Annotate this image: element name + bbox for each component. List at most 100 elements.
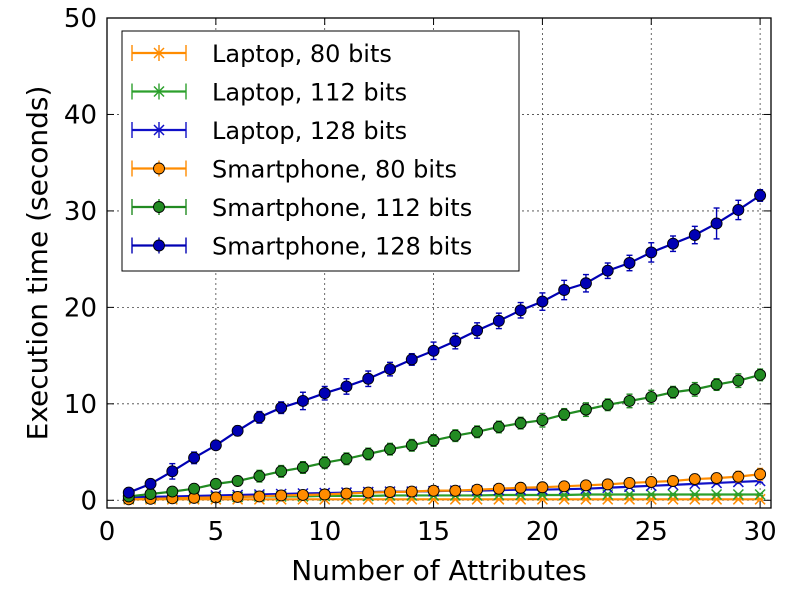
data-point — [340, 380, 353, 393]
data-point — [253, 470, 266, 483]
legend-label: Laptop, 128 bits — [212, 117, 407, 145]
y-tick-label: 30 — [64, 197, 97, 227]
data-point — [754, 189, 767, 202]
data-point-stroke-b — [580, 493, 592, 505]
legend-marker-stroke-b — [153, 47, 165, 59]
data-point — [536, 295, 549, 308]
legend-entry-1: Laptop, 80 bits — [131, 40, 392, 68]
x-tick-label: 25 — [635, 517, 668, 547]
data-point — [623, 394, 636, 407]
legend-entry-2: Laptop, 112 bits — [131, 79, 407, 107]
x-tick-label: 0 — [99, 517, 116, 547]
data-point — [732, 488, 744, 501]
data-point — [645, 476, 658, 488]
data-point — [645, 391, 658, 404]
data-point — [275, 465, 288, 478]
data-point — [492, 421, 505, 433]
legend-marker — [153, 162, 165, 175]
plot-frame — [106, 17, 772, 509]
data-point-stroke-b — [754, 488, 766, 501]
data-point — [231, 424, 244, 437]
data-point — [405, 439, 418, 452]
data-point — [231, 475, 244, 487]
series-layer — [122, 188, 767, 506]
data-point — [602, 493, 614, 505]
data-point-stroke-b — [732, 488, 744, 501]
data-point-stroke-b — [645, 488, 657, 501]
data-point — [754, 468, 767, 481]
legend-label: Smartphone, 112 bits — [212, 194, 472, 222]
data-point — [688, 229, 701, 241]
data-point — [645, 493, 657, 505]
data-point — [318, 456, 331, 469]
data-point — [689, 488, 701, 501]
data-point — [296, 461, 309, 474]
data-point — [536, 414, 549, 427]
data-point — [209, 439, 222, 452]
data-point — [732, 374, 745, 387]
data-point — [689, 493, 701, 505]
series-5 — [122, 368, 767, 503]
data-point-stroke-b — [689, 488, 701, 501]
data-point — [427, 484, 440, 497]
data-point — [253, 411, 266, 424]
data-point — [601, 478, 614, 491]
legend-label: Laptop, 80 bits — [212, 40, 392, 68]
series-6 — [122, 188, 767, 499]
data-point — [275, 401, 288, 414]
legend-box — [121, 30, 520, 272]
data-point-stroke-b — [711, 493, 723, 505]
data-point — [449, 484, 462, 497]
data-point — [710, 217, 723, 230]
data-point — [732, 470, 745, 483]
legend-marker-stroke-b — [153, 85, 165, 98]
data-point — [362, 448, 375, 460]
data-point — [492, 314, 505, 327]
y-tick-label: 20 — [64, 293, 97, 323]
data-point — [384, 363, 396, 376]
data-point — [558, 408, 571, 421]
series-4 — [122, 467, 767, 506]
data-point — [601, 398, 614, 411]
data-point — [231, 490, 244, 503]
data-point — [667, 386, 679, 399]
data-point — [471, 324, 484, 337]
data-point — [754, 493, 766, 505]
data-point — [623, 476, 636, 489]
data-point — [449, 429, 462, 442]
data-point — [688, 473, 701, 486]
data-point — [667, 488, 679, 501]
data-point-stroke-b — [711, 488, 723, 501]
x-tick-label: 5 — [208, 517, 225, 547]
data-point — [732, 493, 744, 505]
data-point — [580, 277, 592, 290]
data-point — [601, 264, 614, 277]
data-point — [558, 284, 571, 296]
legend: Laptop, 80 bits Laptop, 112 bits Laptop, 1… — [121, 30, 520, 272]
data-point — [340, 487, 353, 500]
data-point — [688, 383, 701, 396]
y-tick-label: 50 — [64, 4, 97, 34]
data-point — [209, 477, 222, 490]
x-tick-label: 15 — [417, 517, 450, 547]
data-point — [645, 488, 657, 501]
data-point — [536, 481, 549, 494]
legend-marker — [153, 201, 165, 213]
legend-entry-4: Smartphone, 80 bits — [131, 156, 457, 184]
data-point — [667, 493, 679, 505]
data-point — [667, 475, 679, 487]
data-point — [711, 488, 723, 501]
data-point — [340, 452, 353, 465]
x-tick-label: 20 — [526, 517, 559, 547]
data-point — [623, 257, 636, 269]
data-point — [645, 246, 658, 259]
data-point — [471, 483, 484, 496]
data-point — [405, 485, 418, 498]
y-tick-label: 0 — [80, 486, 97, 516]
x-axis-label: Number of Attributes — [291, 554, 587, 587]
data-point — [318, 387, 331, 400]
y-tick-label: 40 — [64, 100, 97, 130]
legend-label: Smartphone, 80 bits — [212, 156, 457, 184]
data-point-stroke-b — [732, 493, 744, 505]
legend-label: Laptop, 112 bits — [212, 79, 407, 107]
